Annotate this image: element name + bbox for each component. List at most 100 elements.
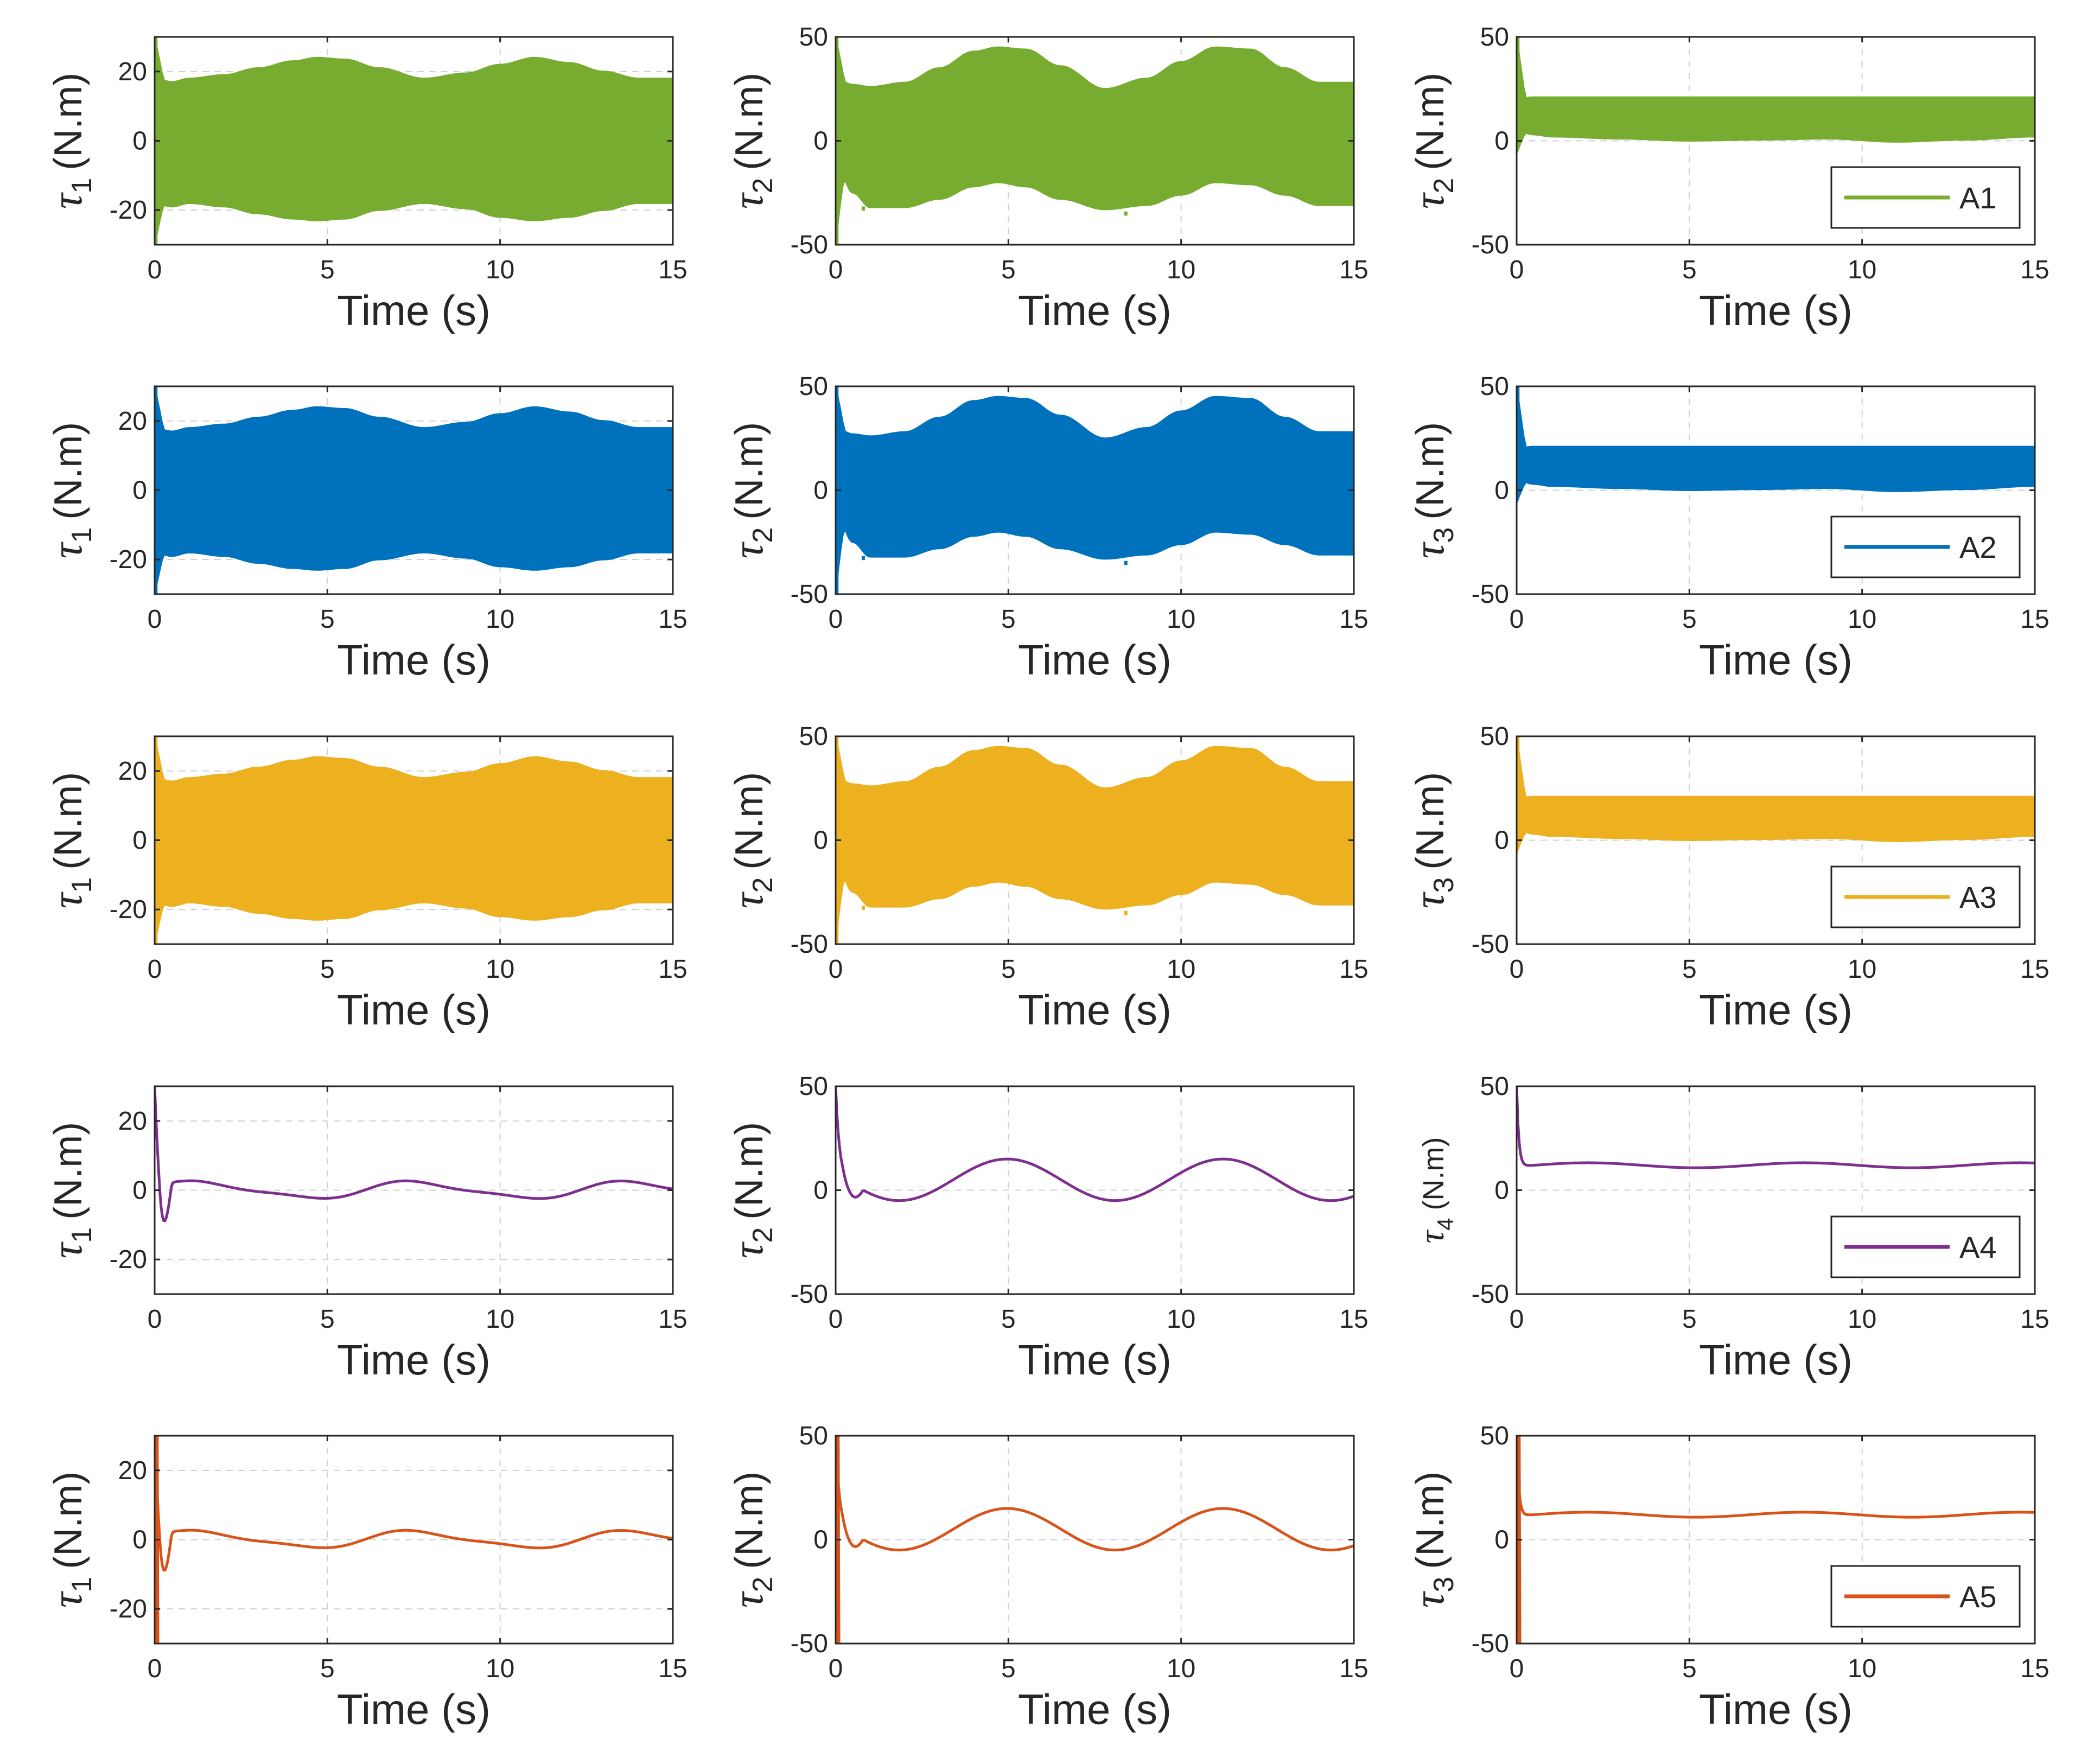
y-axis-label: τ1 (N.m) <box>43 422 98 559</box>
y-label-subscript: 2 <box>1428 178 1460 194</box>
y-tick-label: 20 <box>118 1456 147 1485</box>
x-axis-label: Time (s) <box>1699 1685 1853 1733</box>
x-tick-label: 10 <box>1167 605 1195 634</box>
y-label-unit: (N.m) <box>1417 1137 1450 1211</box>
y-label-symbol: τ <box>1405 192 1453 209</box>
x-tick-label: 5 <box>1001 1654 1016 1683</box>
y-label-unit: (N.m) <box>47 772 90 870</box>
x-tick-label: 0 <box>829 605 843 634</box>
x-tick-label: 5 <box>1001 1305 1016 1334</box>
ticks <box>835 735 1355 945</box>
x-tick-label: 5 <box>1682 256 1697 284</box>
ticks <box>154 37 674 245</box>
x-axis-label: Time (s) <box>337 986 491 1034</box>
x-tick-label: 15 <box>1339 1654 1368 1683</box>
ticks <box>154 736 674 944</box>
y-tick-label: 0 <box>1494 826 1509 855</box>
y-tick-label: -50 <box>791 231 828 259</box>
legend-label: A4 <box>1959 1230 1997 1264</box>
y-label-symbol: τ <box>43 1241 91 1258</box>
x-tick-label: 0 <box>1510 1654 1524 1683</box>
x-tick-label: 10 <box>1167 955 1195 984</box>
y-label-subscript: 1 <box>66 1577 98 1593</box>
legend-label: A5 <box>1959 1580 1997 1614</box>
ticks <box>154 1436 674 1644</box>
series-band <box>155 386 673 594</box>
ticks <box>835 385 1355 595</box>
series-line <box>155 1436 673 1572</box>
y-tick-label: 50 <box>1480 1072 1509 1101</box>
x-tick-label: 15 <box>658 605 687 634</box>
y-tick-label: 50 <box>1480 23 1509 52</box>
x-tick-label: 5 <box>1001 256 1016 284</box>
x-tick-label: 15 <box>1339 605 1368 634</box>
series-band <box>836 736 1354 944</box>
x-tick-label: 5 <box>320 256 335 284</box>
y-tick-label: 0 <box>132 476 147 505</box>
series-line <box>836 1086 1354 1202</box>
x-tick-label: 0 <box>148 1654 162 1683</box>
x-tick-label: 10 <box>1848 1305 1876 1334</box>
y-axis-label: τ2 (N.m) <box>724 1122 779 1259</box>
subplot-r5-c1: 0 5 10 15 20 0 -20 Time (s) τ1 (N.m) <box>43 1435 688 1733</box>
y-tick-label: 50 <box>1480 1422 1509 1450</box>
x-axis-label: Time (s) <box>1018 1685 1172 1733</box>
series-line <box>1517 1086 2035 1169</box>
y-axis-label: τ3 (N.m) <box>1405 422 1460 559</box>
subplot-r2-c1: 0 5 10 15 20 0 -20 Time (s) τ1 (N.m) <box>43 385 688 684</box>
y-tick-label: 50 <box>799 1072 828 1101</box>
y-axis-label: τ1 (N.m) <box>43 1122 98 1259</box>
x-axis-label: Time (s) <box>1018 636 1172 684</box>
series-band <box>1517 386 2035 504</box>
y-tick-label: 0 <box>1494 1176 1509 1205</box>
y-axis-label: τ2 (N.m) <box>724 73 779 209</box>
y-label-symbol: τ <box>724 192 772 209</box>
y-axis-label: τ4 (N.m) <box>1412 1137 1458 1244</box>
y-tick-label: 0 <box>1494 476 1509 505</box>
y-axis-label: τ3 (N.m) <box>1405 1472 1460 1608</box>
x-tick-label: 15 <box>658 955 687 984</box>
y-label-unit: (N.m) <box>728 73 771 170</box>
y-tick-label: 0 <box>132 826 147 855</box>
legend: A1 <box>1830 166 2021 229</box>
y-label-subscript: 1 <box>66 877 98 893</box>
y-label-symbol: τ <box>1405 541 1453 558</box>
y-axis-label: τ2 (N.m) <box>724 772 779 909</box>
x-tick-label: 0 <box>1510 955 1524 984</box>
y-tick-label: 0 <box>132 1176 147 1205</box>
x-tick-label: 15 <box>1339 1305 1368 1334</box>
x-tick-label: 0 <box>829 955 843 984</box>
y-tick-label: 20 <box>118 58 147 86</box>
y-label-subscript: 3 <box>1428 877 1460 893</box>
x-tick-label: 15 <box>2020 1305 2049 1334</box>
y-label-unit: (N.m) <box>728 772 771 870</box>
x-tick-label: 10 <box>1167 1654 1195 1683</box>
series-band <box>155 736 673 944</box>
y-tick-label: 20 <box>118 1107 147 1136</box>
y-tick-label: 20 <box>118 407 147 436</box>
series-A4 <box>1517 1086 2035 1169</box>
y-label-subscript: 2 <box>747 877 779 893</box>
series-band <box>1517 37 2035 154</box>
y-label-unit: (N.m) <box>728 1122 771 1220</box>
y-tick-label: -50 <box>791 580 828 609</box>
x-axis-label: Time (s) <box>337 1685 491 1733</box>
y-tick-label: -20 <box>110 196 147 225</box>
series-band <box>836 386 1354 594</box>
series-line <box>155 1086 673 1222</box>
y-tick-label: -50 <box>1472 930 1509 959</box>
y-label-unit: (N.m) <box>1409 73 1452 170</box>
y-label-subscript: 2 <box>747 527 779 543</box>
y-label-symbol: τ <box>724 1241 772 1258</box>
y-label-symbol: τ <box>724 891 772 908</box>
y-label-symbol: τ <box>43 1590 91 1608</box>
x-tick-label: 0 <box>829 1305 843 1334</box>
x-tick-label: 15 <box>2020 605 2049 634</box>
